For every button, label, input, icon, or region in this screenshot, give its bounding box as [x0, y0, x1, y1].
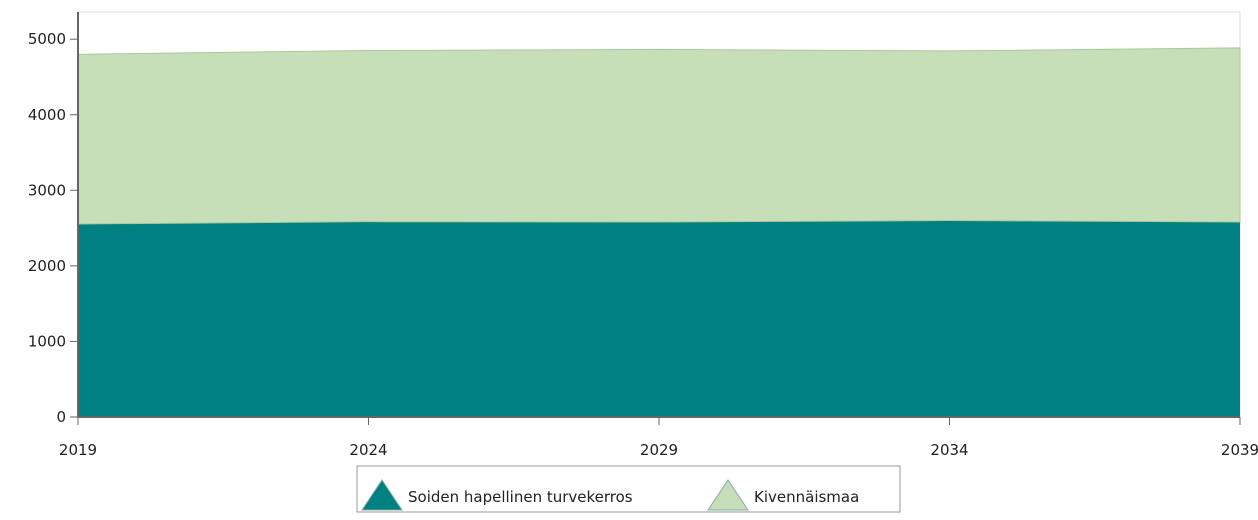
- y-tick-label: 3000: [28, 181, 66, 199]
- y-tick-label: 4000: [28, 106, 66, 124]
- y-tick-label: 0: [56, 408, 66, 426]
- legend-swatch: [361, 479, 403, 511]
- x-tick-label: 2029: [640, 441, 678, 459]
- y-tick-label: 2000: [28, 257, 66, 275]
- x-tick-label: 2019: [59, 441, 97, 459]
- y-tick-label: 1000: [28, 332, 66, 350]
- x-tick-label: 2039: [1221, 441, 1258, 459]
- legend-label: Kivennäismaa: [754, 488, 859, 506]
- y-tick-label: 5000: [28, 30, 66, 48]
- x-tick-label: 2024: [349, 441, 387, 459]
- legend-swatch: [707, 479, 749, 511]
- legend-label: Soiden hapellinen turvekerros: [408, 488, 633, 506]
- x-tick-label: 2034: [930, 441, 968, 459]
- area: [77, 47, 1241, 225]
- area: [78, 220, 1240, 417]
- legend-box: [356, 465, 901, 513]
